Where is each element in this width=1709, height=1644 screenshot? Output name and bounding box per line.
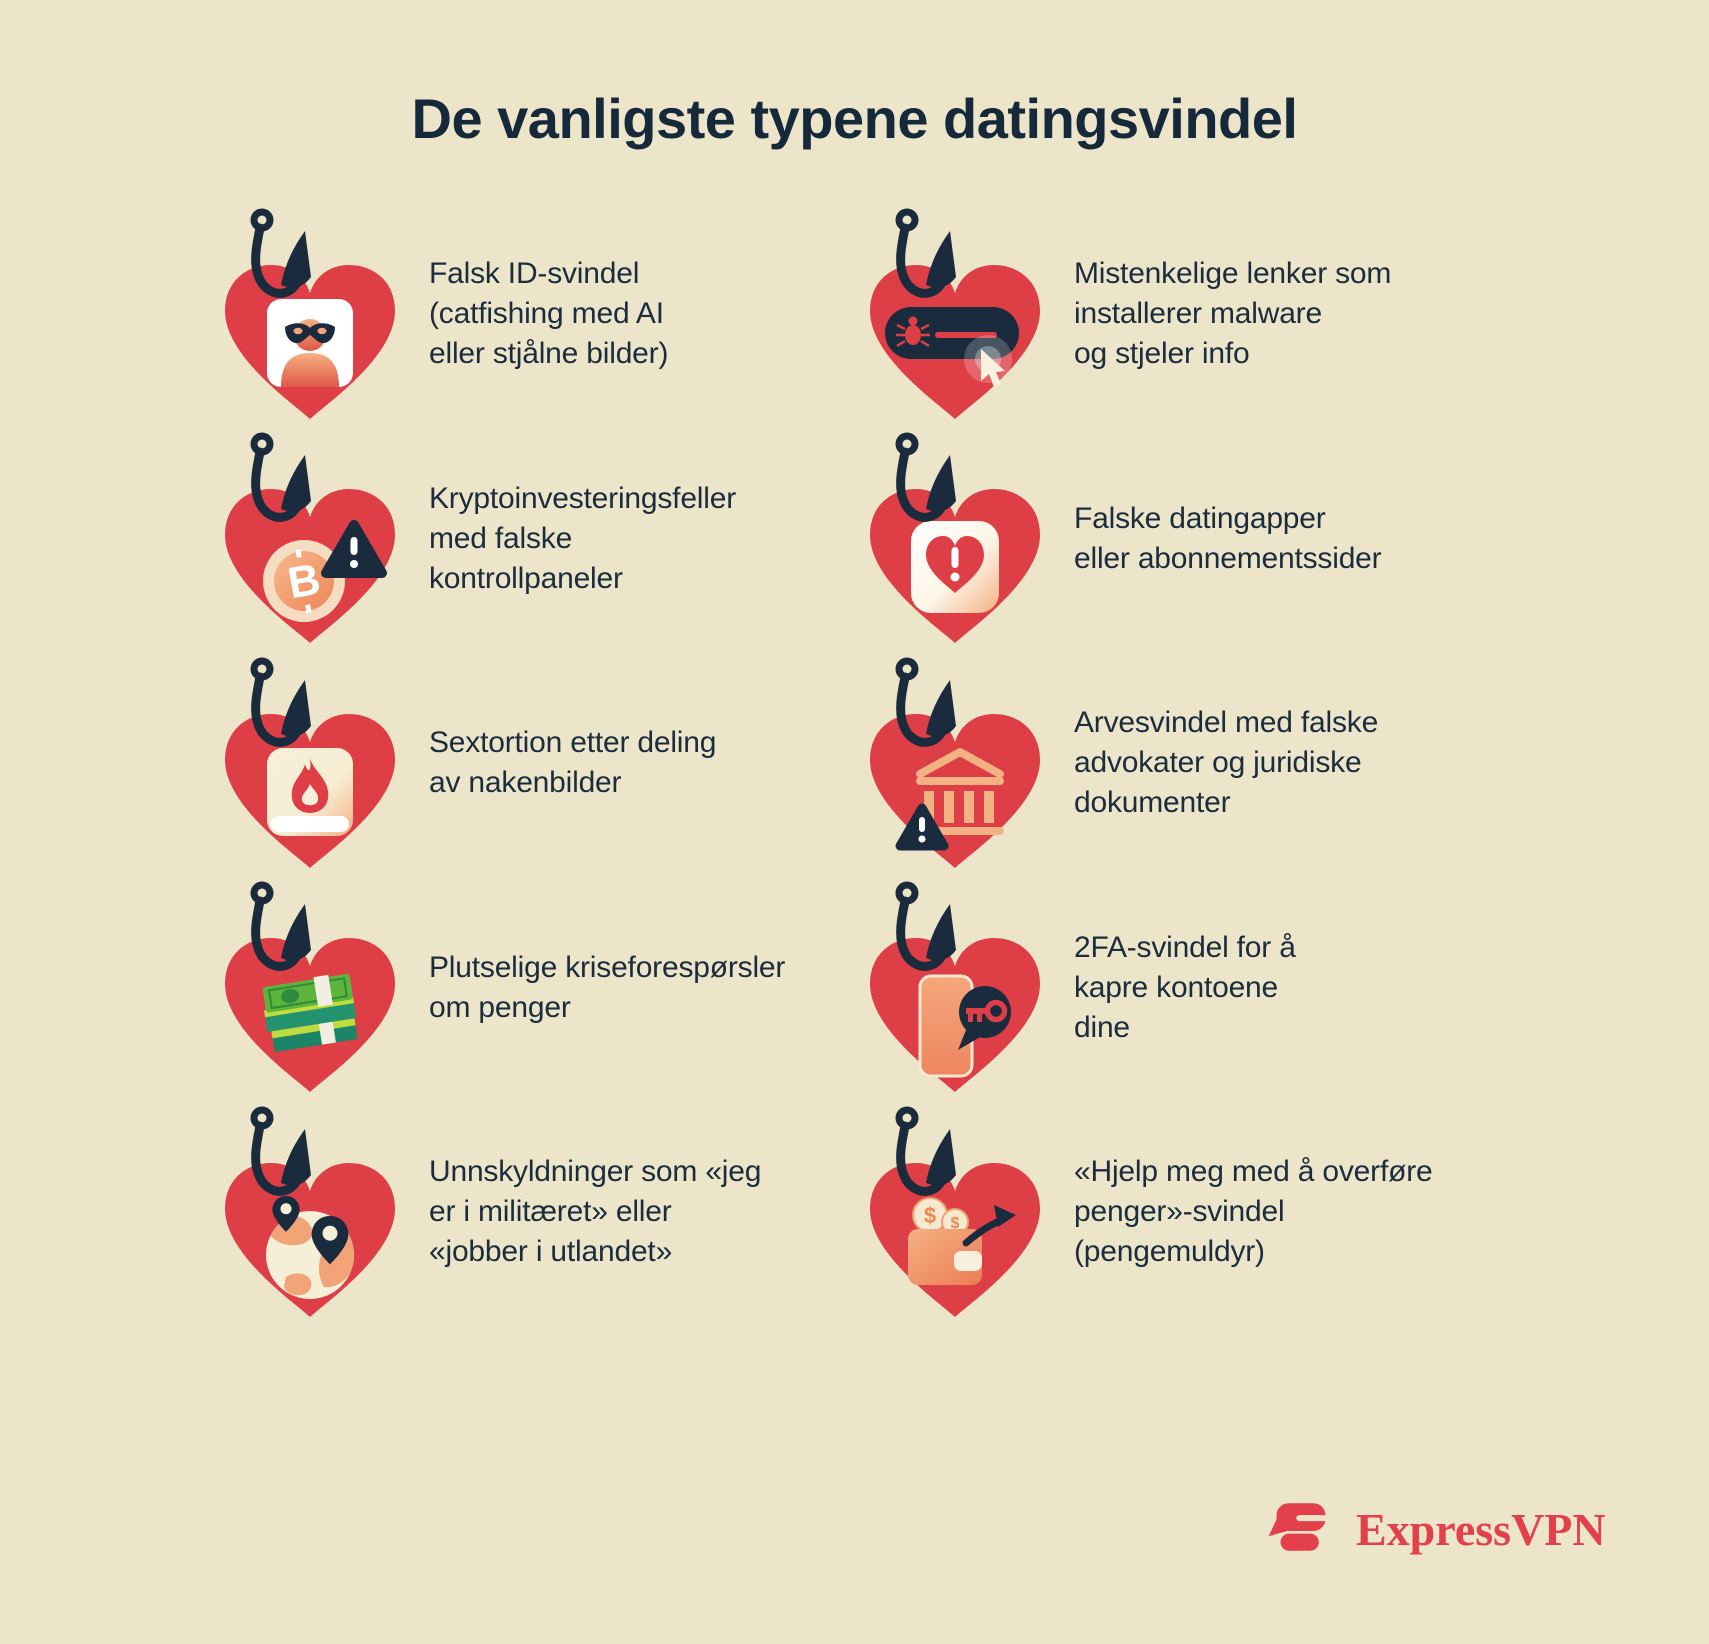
scam-item-falske-datingapper: Falske datingapper eller abonnementsside… bbox=[860, 427, 1510, 652]
scam-label: 2FA-svindel for å kapre kontoene dine bbox=[1074, 930, 1296, 1044]
svg-text:$: $ bbox=[951, 1215, 960, 1232]
globe-location-pins-icon bbox=[225, 1105, 395, 1317]
scam-item-kryptofeller: B Kryptoinvesteringsfeller med falske ko… bbox=[215, 427, 860, 652]
scam-label: Sextortion etter deling av nakenbilder bbox=[429, 726, 717, 800]
bank-warning-icon bbox=[870, 656, 1040, 868]
bitcoin-warning-icon: B bbox=[225, 431, 395, 644]
footer-brand: ExpressVPN bbox=[1266, 1494, 1606, 1564]
scam-label: Mistenkelige lenker som installerer malw… bbox=[1074, 257, 1392, 371]
masked-person-photo-icon bbox=[225, 207, 395, 419]
expressvpn-logo-icon bbox=[1268, 1503, 1327, 1551]
wallet-transfer-icon: $ $ bbox=[870, 1105, 1040, 1317]
flame-photo-icon bbox=[225, 656, 395, 868]
cash-stack-icon bbox=[225, 880, 395, 1093]
scam-grid: Falsk ID-svindel (catfishing med AI elle… bbox=[215, 202, 1510, 1325]
scam-item-sextortion: Sextortion etter deling av nakenbilder bbox=[215, 651, 860, 876]
scam-item-2fa-svindel: 2FA-svindel for å kapre kontoene dine bbox=[860, 876, 1510, 1101]
scam-item-arvesvindel: Arvesvindel med falske advokater og juri… bbox=[860, 651, 1510, 876]
scam-label: Unnskyldninger som «jeg er i militæret» … bbox=[429, 1155, 762, 1269]
malware-link-cursor-icon bbox=[870, 207, 1040, 419]
scam-item-kriseforesporsler: Plutselige kriseforespørsler om penger bbox=[215, 876, 860, 1101]
scam-item-falsk-id: Falsk ID-svindel (catfishing med AI elle… bbox=[215, 202, 860, 427]
scam-item-pengemuldyr: $ $ «Hjelp meg med å overføre penger»-sv… bbox=[860, 1100, 1510, 1325]
scam-label: «Hjelp meg med å overføre penger»-svinde… bbox=[1074, 1155, 1433, 1269]
scam-label: Plutselige kriseforespørsler om penger bbox=[429, 950, 786, 1024]
brand-wordmark: ExpressVPN bbox=[1356, 1503, 1606, 1555]
scam-item-mistenkelige-lenker: Mistenkelige lenker som installerer malw… bbox=[860, 202, 1510, 427]
dating-app-warning-icon bbox=[870, 431, 1040, 644]
scam-label: Arvesvindel med falske advokater og juri… bbox=[1074, 706, 1379, 820]
scam-label: Falske datingapper eller abonnementsside… bbox=[1074, 501, 1382, 575]
page-title: De vanligste typene datingsvindel bbox=[411, 87, 1298, 150]
svg-text:$: $ bbox=[924, 1203, 936, 1228]
scam-label: Kryptoinvesteringsfeller med falske kont… bbox=[429, 481, 737, 595]
phone-key-message-icon bbox=[870, 880, 1040, 1093]
scam-item-unnskyldninger: Unnskyldninger som «jeg er i militæret» … bbox=[215, 1100, 860, 1325]
scam-label: Falsk ID-svindel (catfishing med AI elle… bbox=[429, 257, 669, 371]
